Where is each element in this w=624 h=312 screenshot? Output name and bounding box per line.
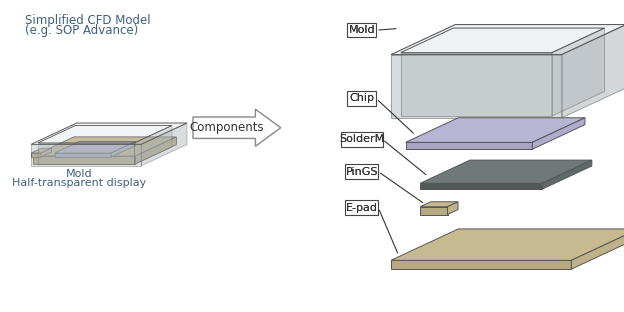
Text: E-pad: E-pad: [346, 203, 378, 213]
Polygon shape: [54, 153, 111, 157]
Polygon shape: [31, 144, 141, 166]
Polygon shape: [401, 53, 552, 116]
Text: Components: Components: [189, 121, 264, 134]
FancyBboxPatch shape: [345, 164, 378, 179]
Text: Mold: Mold: [66, 169, 92, 179]
Polygon shape: [111, 142, 135, 157]
Text: Mold: Mold: [348, 25, 375, 35]
Text: SolderM: SolderM: [339, 134, 384, 144]
Text: Simplified CFD Model: Simplified CFD Model: [25, 14, 151, 27]
Text: Mold: Mold: [348, 25, 375, 35]
Polygon shape: [406, 118, 585, 142]
FancyBboxPatch shape: [348, 91, 376, 106]
Polygon shape: [420, 202, 458, 207]
Polygon shape: [135, 125, 172, 164]
FancyBboxPatch shape: [345, 201, 378, 215]
Polygon shape: [532, 118, 585, 149]
Polygon shape: [33, 156, 135, 164]
Polygon shape: [420, 207, 447, 215]
Polygon shape: [54, 142, 135, 153]
Text: E-pad: E-pad: [346, 203, 378, 213]
Polygon shape: [406, 142, 532, 149]
Polygon shape: [31, 123, 187, 144]
Polygon shape: [33, 137, 177, 156]
Polygon shape: [31, 148, 51, 153]
Polygon shape: [38, 143, 135, 164]
Polygon shape: [41, 148, 51, 157]
Polygon shape: [391, 55, 562, 118]
Text: PinGS: PinGS: [346, 167, 378, 177]
Polygon shape: [542, 160, 592, 189]
Polygon shape: [391, 260, 572, 269]
Text: PinGS: PinGS: [346, 167, 378, 177]
Text: Chip: Chip: [349, 94, 374, 104]
Polygon shape: [572, 229, 624, 269]
Polygon shape: [135, 137, 177, 164]
Polygon shape: [552, 28, 605, 116]
FancyBboxPatch shape: [341, 132, 383, 147]
Text: (e.g. SOP Advance): (e.g. SOP Advance): [25, 24, 139, 37]
Polygon shape: [141, 123, 187, 166]
Polygon shape: [420, 160, 592, 183]
Polygon shape: [420, 183, 542, 189]
Text: Chip: Chip: [349, 94, 374, 104]
Text: SolderM: SolderM: [339, 134, 384, 144]
Polygon shape: [447, 202, 458, 215]
FancyArrow shape: [193, 109, 281, 146]
Polygon shape: [31, 153, 41, 157]
Polygon shape: [562, 25, 624, 118]
Polygon shape: [391, 25, 624, 55]
FancyBboxPatch shape: [348, 23, 376, 37]
Text: Half-transparent display: Half-transparent display: [12, 178, 146, 188]
Polygon shape: [391, 229, 624, 260]
